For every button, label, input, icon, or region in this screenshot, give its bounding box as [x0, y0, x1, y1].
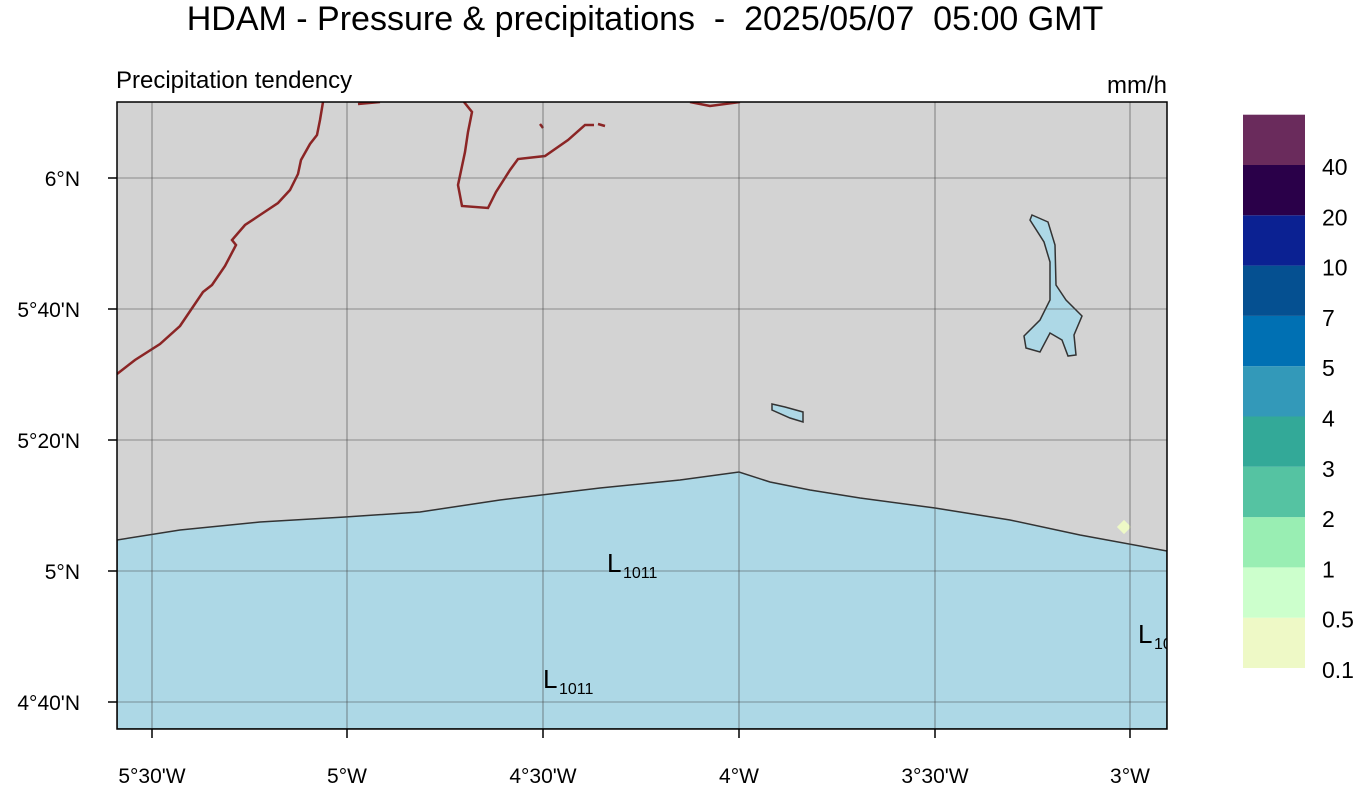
colorbar-swatch [1243, 165, 1305, 216]
colorbar-swatch [1243, 215, 1305, 266]
colorbar-label: 10 [1322, 255, 1348, 281]
colorbar-label: 0.1 [1322, 657, 1354, 683]
low-value: 1011 [623, 565, 658, 582]
lon-label: 4°W [719, 765, 759, 787]
lon-label: 5°W [327, 765, 367, 787]
lat-label: 5°40'N [17, 299, 80, 322]
low-letter: L [607, 548, 621, 578]
colorbar-swatch [1243, 617, 1305, 668]
lon-label: 5°30'W [118, 765, 185, 787]
colorbar-label: 3 [1322, 456, 1335, 482]
colorbar-swatch [1243, 416, 1305, 467]
colorbar-swatch [1243, 265, 1305, 316]
sea [117, 471, 1167, 729]
colorbar-swatch [1243, 366, 1305, 417]
colorbar-swatch [1243, 114, 1305, 165]
lagoon [771, 403, 804, 424]
colorbar-swatch [1243, 567, 1305, 618]
colorbar-label: 1 [1322, 556, 1335, 582]
lat-label: 4°40'N [17, 692, 80, 715]
colorbar-swatch [1243, 315, 1305, 367]
lon-label: 3°30'W [901, 765, 968, 787]
unit: mm/h [1107, 72, 1167, 99]
colorbar: 0.1 0.5 1 2 3 4 5 7 10 20 40 [1243, 114, 1354, 683]
low-letter: L [543, 664, 557, 694]
lat-label: 5°20'N [17, 430, 80, 453]
low-letter: L [1138, 619, 1152, 649]
low-value: 10 [1154, 636, 1172, 653]
colorbar-label: 40 [1322, 154, 1348, 180]
lon-label: 4°30'W [509, 765, 576, 787]
lat-label: 6°N [45, 168, 80, 191]
colorbar-label: 0.5 [1322, 607, 1354, 633]
lake [1023, 214, 1083, 357]
graticule [117, 102, 1167, 729]
colorbar-label: 20 [1322, 204, 1348, 230]
lat-label: 5°N [45, 561, 80, 584]
borders [117, 102, 741, 375]
precip-cell [1116, 519, 1132, 535]
subtitle: Precipitation tendency [116, 67, 352, 94]
colorbar-swatch [1243, 517, 1305, 568]
title: HDAM - Pressure & precipitations - 2025/… [187, 0, 1104, 38]
colorbar-label: 4 [1322, 406, 1335, 432]
map-frame [116, 101, 1168, 730]
axes: 6°N 5°40'N 5°20'N 5°N 4°40'N 5°30'W 5°W 4°30'W 4… [17, 168, 1150, 788]
colorbar-label: 7 [1322, 305, 1335, 331]
colorbar-label: 5 [1322, 355, 1335, 381]
lon-label: 3°W [1110, 765, 1150, 787]
colorbar-swatch [1243, 466, 1305, 518]
colorbar-label: 2 [1322, 506, 1335, 532]
low-value: 1011 [559, 681, 594, 698]
